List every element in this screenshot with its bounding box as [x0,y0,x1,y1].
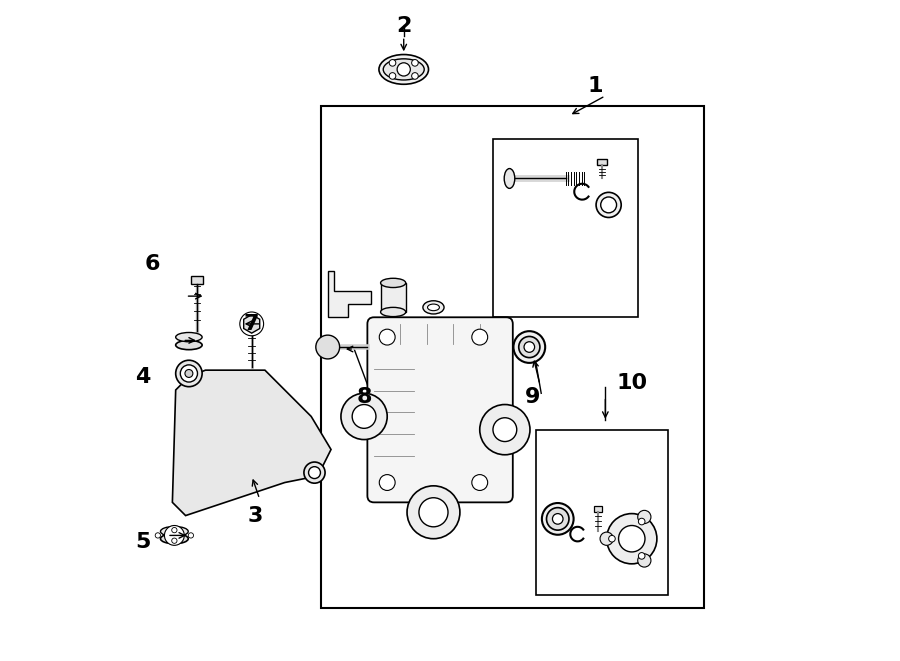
Polygon shape [597,159,608,165]
Circle shape [638,510,651,524]
Circle shape [638,518,645,525]
Circle shape [341,393,387,440]
Ellipse shape [514,331,545,363]
Circle shape [379,329,395,345]
Text: 3: 3 [248,506,263,525]
Bar [493,139,638,317]
Ellipse shape [176,340,202,350]
Text: 8: 8 [356,387,372,407]
Circle shape [407,486,460,539]
Circle shape [352,405,376,428]
Text: 1: 1 [588,76,603,96]
Ellipse shape [504,169,515,188]
Ellipse shape [160,526,188,537]
Polygon shape [328,271,371,317]
Ellipse shape [542,503,573,535]
Ellipse shape [309,467,320,479]
Circle shape [480,405,530,455]
Circle shape [472,475,488,490]
Circle shape [618,525,645,552]
Text: 2: 2 [396,17,411,36]
Bar [536,430,668,595]
Text: 4: 4 [135,367,150,387]
Bar [321,106,705,608]
Ellipse shape [423,301,444,314]
Ellipse shape [553,514,563,524]
Circle shape [418,498,448,527]
Circle shape [172,527,177,533]
Circle shape [472,329,488,345]
Circle shape [607,514,657,564]
Ellipse shape [379,55,428,84]
Ellipse shape [180,365,197,382]
Text: 5: 5 [135,532,150,552]
Ellipse shape [397,63,410,76]
Circle shape [638,554,651,567]
Circle shape [316,335,339,359]
Circle shape [411,73,418,79]
Bar [381,283,406,312]
Ellipse shape [381,307,406,317]
Ellipse shape [160,534,188,543]
Text: 6: 6 [145,254,160,274]
Ellipse shape [381,278,406,288]
Circle shape [411,59,418,66]
Polygon shape [244,315,260,333]
Ellipse shape [176,332,202,342]
Ellipse shape [518,336,540,358]
Ellipse shape [383,59,424,80]
Ellipse shape [600,197,617,213]
Polygon shape [173,370,331,516]
Circle shape [165,525,184,545]
Text: 9: 9 [525,387,540,407]
Bar [191,276,202,284]
Circle shape [389,73,396,79]
Ellipse shape [596,192,621,217]
Circle shape [638,553,645,559]
Bar [594,506,602,512]
Ellipse shape [428,304,439,311]
Circle shape [379,475,395,490]
Circle shape [608,535,616,542]
Circle shape [493,418,517,442]
Ellipse shape [176,360,202,387]
Ellipse shape [184,369,193,377]
Circle shape [389,59,396,66]
Ellipse shape [524,342,535,352]
Circle shape [188,533,194,538]
FancyBboxPatch shape [367,317,513,502]
Circle shape [155,533,160,538]
Ellipse shape [304,462,325,483]
Text: 7: 7 [244,314,259,334]
Circle shape [172,538,177,543]
Ellipse shape [546,508,569,530]
Bar [608,535,622,543]
Circle shape [600,532,613,545]
Text: 10: 10 [616,373,647,393]
